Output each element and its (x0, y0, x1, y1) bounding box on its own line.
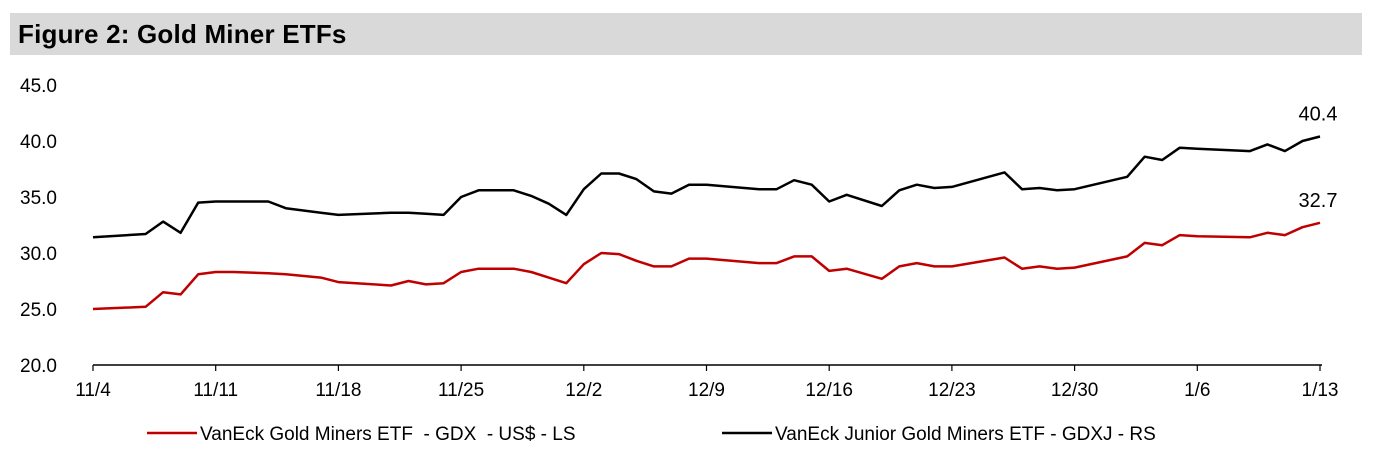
end-label-gdx: 32.7 (1299, 190, 1338, 212)
legend-label-gdx: VanEck Gold Miners ETF - GDX - US$ - LS (200, 424, 576, 445)
x-tick-label: 11/18 (315, 380, 361, 401)
chart-end-labels: 32.7 40.4 (1299, 104, 1338, 212)
chart-series (92, 135, 1321, 311)
x-tick-label: 1/6 (1184, 380, 1210, 401)
y-tick-label: 40.0 (20, 132, 57, 153)
chart-axes: 20.0 25.0 30.0 35.0 40.0 45.0 11/4 11/11 11/18 11… (20, 76, 1338, 401)
x-tick-label: 12/23 (928, 380, 976, 401)
x-tick-label: 12/30 (1051, 380, 1099, 401)
x-tick-label: 12/16 (805, 380, 853, 401)
y-tick-label: 45.0 (20, 76, 57, 97)
x-tick-label: 11/25 (438, 380, 484, 401)
end-label-gdxj: 40.4 (1299, 104, 1338, 126)
y-tick-label: 25.0 (20, 300, 57, 321)
series-line-gdx (92, 221, 1321, 311)
y-tick-label: 35.0 (20, 188, 57, 209)
chart-legend: VanEck Gold Miners ETF - GDX - US$ - LS … (147, 424, 1156, 445)
figure-title-bar: Figure 2: Gold Miner ETFs (10, 13, 1362, 55)
y-tick-label: 20.0 (20, 356, 57, 377)
x-tick-label: 1/13 (1302, 380, 1339, 401)
figure-title: Figure 2: Gold Miner ETFs (18, 19, 347, 49)
x-tick-label: 12/9 (688, 380, 725, 401)
x-tick-label: 11/4 (75, 380, 111, 401)
series-line-gdxj (92, 135, 1321, 239)
legend-label-gdxj: VanEck Junior Gold Miners ETF - GDXJ - R… (775, 424, 1156, 445)
y-tick-label: 30.0 (20, 244, 57, 265)
x-tick-label: 12/2 (565, 380, 602, 401)
x-tick-label: 11/11 (193, 380, 238, 401)
